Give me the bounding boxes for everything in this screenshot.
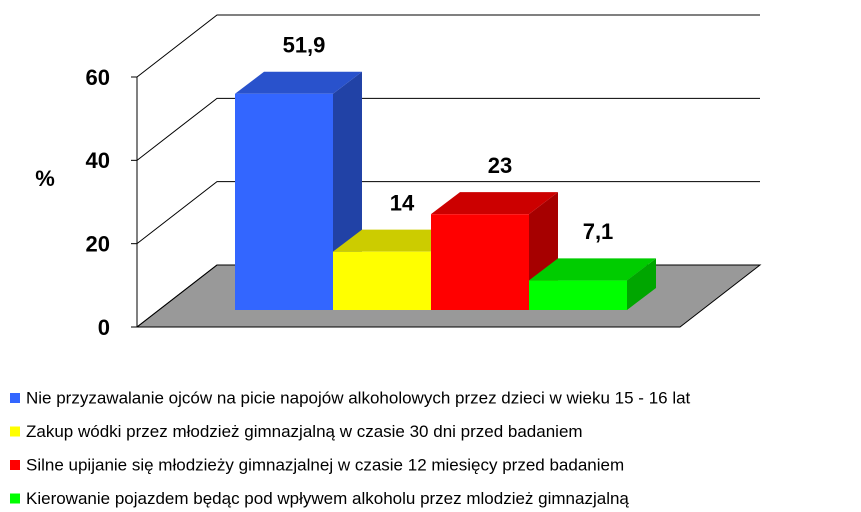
legend-label: Kierowanie pojazdem będąc pod wpływem al… — [26, 489, 629, 508]
bar — [529, 280, 627, 310]
bar-top — [333, 229, 460, 252]
grid-line — [136, 14, 760, 78]
grid-line — [136, 181, 760, 245]
bar — [235, 93, 333, 310]
y-tick-label: 20 — [86, 231, 110, 256]
legend-label: Nie przyzawalanie ojców na picie napojów… — [26, 388, 691, 407]
grid-line — [136, 97, 760, 161]
value-label: 7,1 — [583, 219, 614, 244]
y-tick-label: 0 — [98, 315, 110, 340]
legend-swatch — [10, 426, 20, 437]
legend-swatch — [10, 460, 20, 470]
bar — [431, 214, 529, 310]
value-label: 23 — [488, 153, 512, 178]
y-axis-label: % — [35, 166, 55, 191]
y-tick-label: 40 — [86, 148, 110, 173]
value-label: 14 — [390, 190, 415, 215]
bar-top — [529, 258, 656, 281]
bar — [333, 251, 431, 310]
bar-side — [627, 258, 656, 310]
y-tick-label: 60 — [86, 65, 110, 90]
legend-label: Silne upijanie się młodzieży gimnazjalne… — [26, 455, 624, 474]
value-label: 51,9 — [283, 33, 326, 58]
bar-top — [431, 192, 558, 215]
legend-swatch — [10, 493, 20, 504]
bar-top — [235, 71, 362, 94]
legend-label: Zakup wódki przez młodzież gimnazjalną w… — [26, 422, 583, 441]
legend-swatch — [10, 393, 20, 403]
